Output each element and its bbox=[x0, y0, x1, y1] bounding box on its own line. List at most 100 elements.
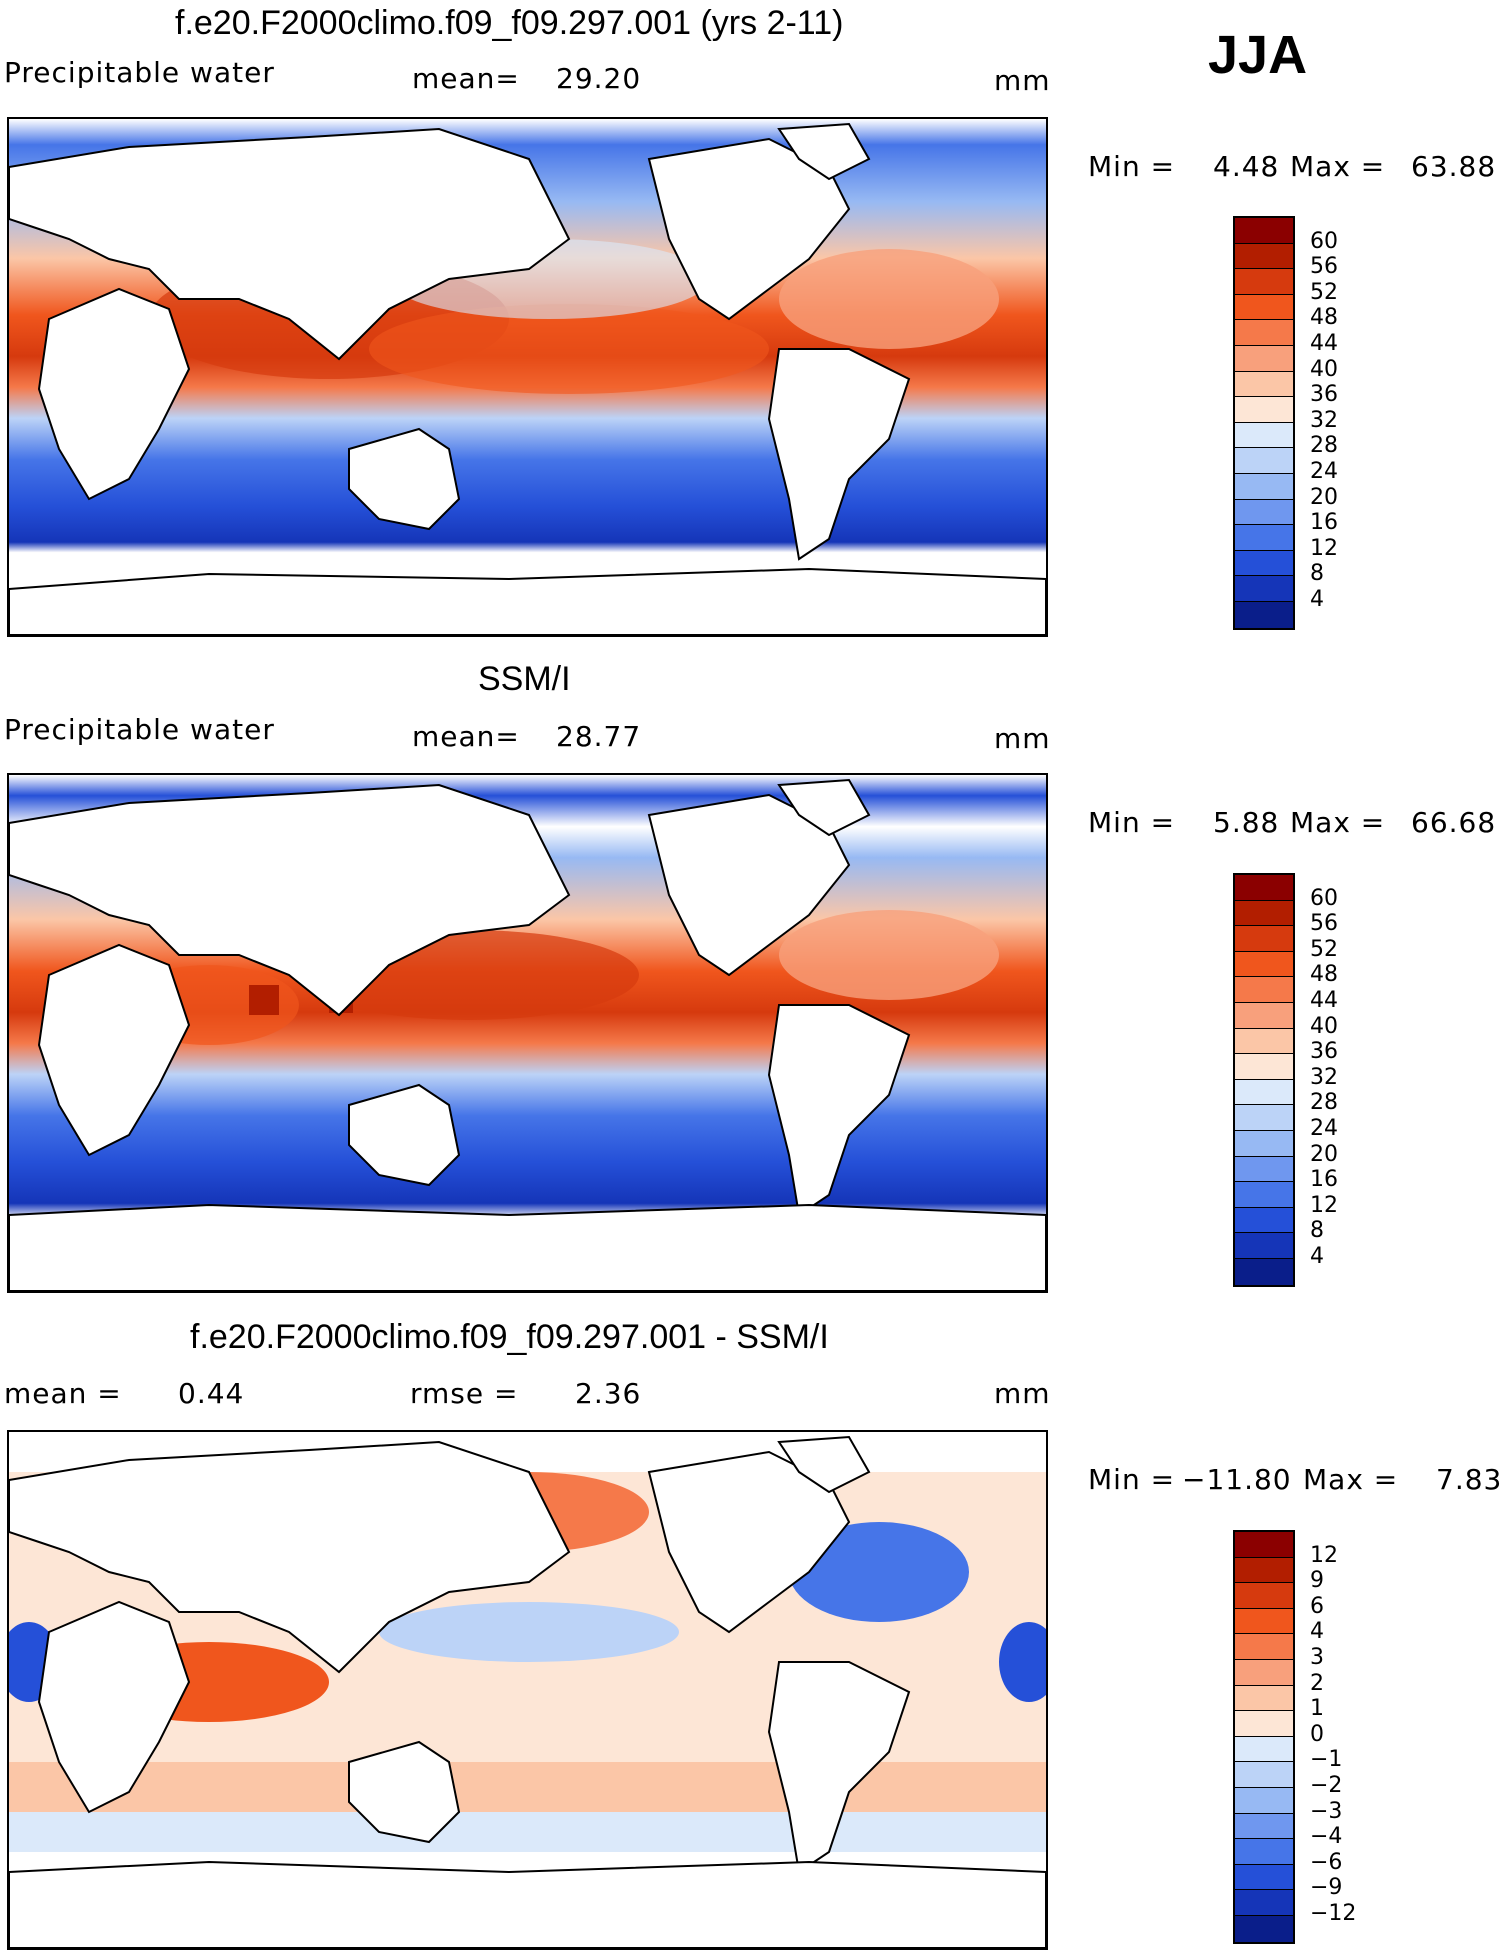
colorbar-swatch bbox=[1235, 1557, 1293, 1584]
colorbar-tick-label: 1 bbox=[1310, 1696, 1324, 1722]
panel1-map bbox=[7, 117, 1048, 637]
colorbar-swatch bbox=[1235, 1634, 1293, 1660]
colorbar-swatch bbox=[1235, 1864, 1293, 1891]
colorbar-tick-label: 40 bbox=[1310, 1013, 1338, 1039]
colorbar-tick-label: 32 bbox=[1310, 1064, 1338, 1090]
colorbar-swatch bbox=[1235, 1813, 1293, 1840]
panel3-rmse-label: rmse = bbox=[410, 1377, 519, 1410]
colorbar-tick-label: 4 bbox=[1310, 587, 1324, 612]
colorbar-swatch bbox=[1235, 1915, 1293, 1942]
colorbar-swatch bbox=[1235, 422, 1293, 449]
colorbar-tick-label: 44 bbox=[1310, 988, 1338, 1013]
colorbar-tick-label: −2 bbox=[1310, 1773, 1343, 1798]
colorbar-swatch bbox=[1235, 977, 1293, 1003]
panel1-min-label: Min = bbox=[1088, 150, 1176, 183]
colorbar-swatch bbox=[1235, 875, 1293, 901]
colorbar-swatch bbox=[1235, 448, 1293, 474]
colorbar-tick-label: 16 bbox=[1310, 1167, 1338, 1193]
colorbar-swatch bbox=[1235, 397, 1293, 423]
colorbar-tick-label: 20 bbox=[1310, 1141, 1338, 1167]
colorbar-tick-label: 20 bbox=[1310, 484, 1338, 510]
colorbar-swatch bbox=[1235, 499, 1293, 526]
colorbar-swatch bbox=[1235, 1233, 1293, 1259]
colorbar-tick-label: 56 bbox=[1310, 911, 1338, 937]
colorbar-tick-label: −3 bbox=[1310, 1798, 1343, 1824]
colorbar-swatch bbox=[1235, 1258, 1293, 1285]
colorbar-swatch bbox=[1235, 269, 1293, 295]
panel3-colorbar bbox=[1233, 1530, 1295, 1944]
colorbar-swatch bbox=[1235, 371, 1293, 398]
colorbar-tick-label: 16 bbox=[1310, 510, 1338, 536]
colorbar-swatch bbox=[1235, 1156, 1293, 1183]
colorbar-swatch bbox=[1235, 601, 1293, 628]
colorbar-tick-label: 12 bbox=[1310, 535, 1338, 561]
panel2-max-value: 66.68 bbox=[1411, 806, 1497, 839]
colorbar-swatch bbox=[1235, 926, 1293, 952]
panel2-units: mm bbox=[994, 722, 1051, 755]
panel3-map bbox=[7, 1430, 1048, 1950]
colorbar-tick-label: −1 bbox=[1310, 1747, 1343, 1773]
panel2-mean-label: mean= bbox=[412, 720, 520, 753]
colorbar-swatch bbox=[1235, 1890, 1293, 1916]
colorbar-tick-label: 6 bbox=[1310, 1593, 1324, 1619]
colorbar-swatch bbox=[1235, 1054, 1293, 1080]
panel3-title: f.e20.F2000climo.f09_f09.297.001 - SSM/I bbox=[190, 1318, 829, 1356]
panel2-colorbar bbox=[1233, 873, 1295, 1287]
colorbar-swatch bbox=[1235, 1207, 1293, 1234]
colorbar-swatch bbox=[1235, 320, 1293, 346]
panel2-max-label: Max = bbox=[1290, 806, 1386, 839]
colorbar-tick-label: −9 bbox=[1310, 1875, 1343, 1901]
colorbar-swatch bbox=[1235, 1659, 1293, 1686]
panel1-title: f.e20.F2000climo.f09_f09.297.001 (yrs 2-… bbox=[175, 4, 844, 42]
panel2-min-label: Min = bbox=[1088, 806, 1176, 839]
colorbar-tick-label: 4 bbox=[1310, 1619, 1324, 1645]
panel1-units: mm bbox=[994, 64, 1051, 97]
colorbar-tick-label: 48 bbox=[1310, 962, 1338, 988]
colorbar-tick-label: 12 bbox=[1310, 1192, 1338, 1218]
colorbar-swatch bbox=[1235, 345, 1293, 372]
colorbar-swatch bbox=[1235, 1608, 1293, 1635]
colorbar-tick-label: 60 bbox=[1310, 228, 1338, 254]
panel3-max-label: Max = bbox=[1303, 1463, 1399, 1496]
panel3-mean-label: mean = bbox=[4, 1377, 122, 1410]
colorbar-tick-label: 24 bbox=[1310, 1116, 1338, 1141]
colorbar-tick-label: 36 bbox=[1310, 382, 1338, 408]
colorbar-swatch bbox=[1235, 1685, 1293, 1712]
colorbar-swatch bbox=[1235, 1736, 1293, 1763]
colorbar-tick-label: 8 bbox=[1310, 561, 1324, 587]
colorbar-swatch bbox=[1235, 218, 1293, 244]
panel1-colorbar bbox=[1233, 216, 1295, 630]
panel2-title: SSM/I bbox=[478, 660, 571, 698]
colorbar-tick-label: 36 bbox=[1310, 1039, 1338, 1065]
panel3-rmse-value: 2.36 bbox=[575, 1377, 642, 1410]
colorbar-swatch bbox=[1235, 1182, 1293, 1208]
colorbar-tick-label: 28 bbox=[1310, 1090, 1338, 1116]
colorbar-tick-label: −4 bbox=[1310, 1824, 1343, 1850]
colorbar-swatch bbox=[1235, 1711, 1293, 1737]
season-label: JJA bbox=[1208, 25, 1308, 85]
colorbar-tick-label: 8 bbox=[1310, 1218, 1324, 1244]
colorbar-swatch bbox=[1235, 1762, 1293, 1788]
colorbar-swatch bbox=[1235, 576, 1293, 602]
panel3-min-value: −11.80 bbox=[1182, 1463, 1292, 1496]
colorbar-tick-label: 48 bbox=[1310, 305, 1338, 331]
colorbar-tick-label: 56 bbox=[1310, 254, 1338, 280]
colorbar-tick-label: 44 bbox=[1310, 331, 1338, 356]
panel2-variable-label: Precipitable water bbox=[4, 713, 275, 746]
colorbar-swatch bbox=[1235, 1105, 1293, 1131]
colorbar-tick-label: −12 bbox=[1310, 1901, 1357, 1926]
colorbar-swatch bbox=[1235, 294, 1293, 321]
panel3-units: mm bbox=[994, 1377, 1051, 1410]
colorbar-swatch bbox=[1235, 900, 1293, 927]
colorbar-tick-label: −6 bbox=[1310, 1849, 1343, 1875]
panel1-min-value: 4.48 bbox=[1213, 150, 1280, 183]
colorbar-tick-label: 2 bbox=[1310, 1670, 1324, 1696]
colorbar-tick-label: 24 bbox=[1310, 459, 1338, 484]
colorbar-tick-label: 4 bbox=[1310, 1244, 1324, 1269]
colorbar-swatch bbox=[1235, 1787, 1293, 1814]
panel1-mean-value: 29.20 bbox=[556, 62, 642, 95]
colorbar-swatch bbox=[1235, 1839, 1293, 1865]
colorbar-swatch bbox=[1235, 550, 1293, 577]
panel3-min-label: Min = bbox=[1088, 1463, 1176, 1496]
colorbar-tick-label: 3 bbox=[1310, 1645, 1324, 1670]
